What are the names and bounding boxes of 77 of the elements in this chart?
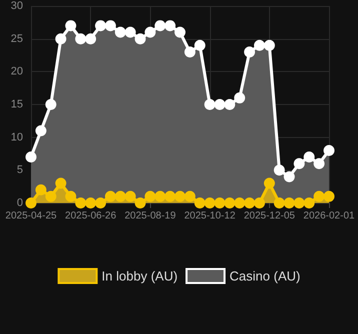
point [224, 198, 236, 208]
legend-label: Casino (AU) [230, 268, 300, 284]
y-tick-label: 5 [16, 164, 23, 176]
x-tick-label: 2025-10-12 [184, 210, 236, 222]
point [204, 198, 216, 208]
point [75, 198, 86, 208]
x-tick-label: 2026-02-01 [303, 210, 356, 222]
point [284, 171, 295, 182]
point [254, 198, 265, 208]
point [35, 125, 46, 136]
point [214, 99, 226, 110]
point [114, 26, 126, 38]
point [224, 99, 236, 110]
point [104, 190, 116, 202]
point [164, 190, 176, 202]
point [144, 190, 156, 202]
point [244, 46, 256, 58]
point [294, 198, 305, 208]
point [294, 158, 305, 170]
point [154, 20, 166, 32]
point [45, 99, 56, 110]
point [45, 190, 56, 202]
point [134, 33, 146, 44]
point [244, 198, 256, 208]
point [264, 40, 275, 51]
point [324, 144, 334, 156]
point [304, 152, 315, 163]
point [174, 26, 186, 38]
point [274, 164, 285, 176]
y-tick-label: 10 [10, 131, 23, 144]
point [95, 198, 106, 208]
point [75, 33, 86, 44]
y-tick-label: 20 [10, 66, 23, 78]
point [274, 198, 285, 208]
point [104, 20, 116, 32]
point [194, 198, 206, 208]
point [144, 26, 156, 38]
point [85, 198, 96, 208]
point [284, 198, 295, 208]
point [85, 33, 96, 44]
point [214, 198, 226, 208]
point [35, 184, 46, 196]
point [164, 20, 176, 32]
point [26, 152, 36, 163]
x-tick-label: 2025-04-25 [5, 210, 58, 222]
point [26, 198, 36, 208]
point [124, 190, 136, 202]
point [194, 40, 206, 51]
point [65, 20, 76, 32]
point [314, 158, 325, 170]
y-tick-label: 0 [16, 197, 23, 209]
point [154, 190, 166, 202]
point [174, 190, 186, 202]
point [134, 198, 146, 208]
point [184, 190, 196, 202]
y-tick-label: 30 [10, 0, 23, 12]
x-tick-label: 2025-12-05 [244, 210, 296, 222]
legend-label: In lobby (AU) [102, 268, 178, 284]
point [65, 190, 76, 202]
y-tick-label: 25 [10, 32, 23, 45]
point [234, 92, 246, 104]
point [304, 198, 315, 208]
point [264, 178, 275, 189]
point [324, 190, 334, 202]
point [204, 99, 216, 110]
point [314, 190, 325, 202]
point [95, 20, 106, 32]
point [55, 178, 66, 189]
x-tick-label: 2025-06-26 [65, 210, 117, 222]
x-tick-label: 2025-08-19 [124, 210, 176, 222]
point [114, 190, 126, 202]
point [254, 40, 265, 51]
point [55, 33, 66, 44]
y-tick-label: 15 [10, 98, 23, 110]
point [184, 46, 196, 58]
point [124, 26, 136, 38]
point [234, 198, 246, 208]
